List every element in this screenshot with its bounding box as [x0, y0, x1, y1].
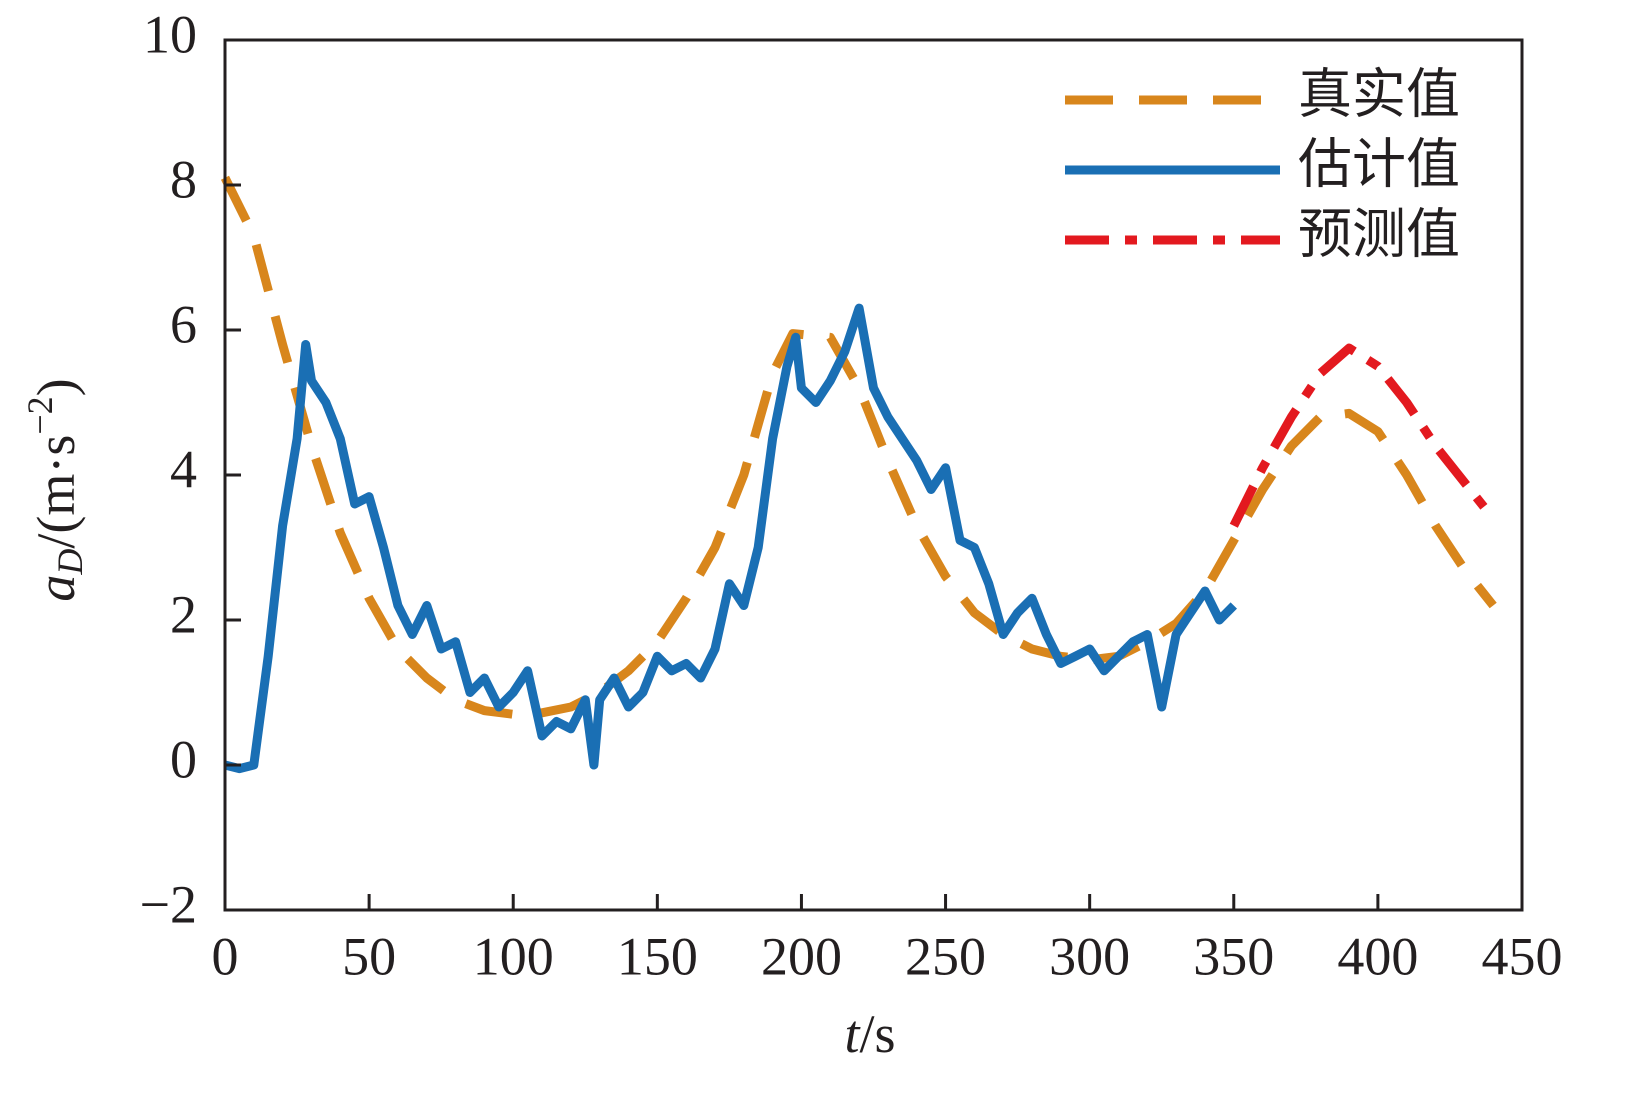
y-tick-label: 10	[143, 4, 197, 64]
x-tick-label: 0	[212, 926, 239, 986]
series-line	[220, 175, 1497, 719]
y-tick-label: 6	[170, 294, 197, 354]
y-tick-label: 2	[170, 584, 197, 644]
legend-label: 真实值	[1298, 64, 1460, 124]
x-tick-label: 450	[1482, 926, 1563, 986]
y-label-unit: /(m·s	[26, 435, 86, 549]
y-tick-label: 8	[170, 149, 197, 209]
y-axis-label: aD/(m·s−2)	[20, 378, 90, 601]
x-tick-label: 50	[342, 926, 396, 986]
x-label-symbol: t	[844, 1004, 861, 1064]
y-label-symbol: a	[26, 575, 86, 602]
x-tick-label: 350	[1193, 926, 1274, 986]
series-line	[223, 303, 1237, 774]
x-tick-label: 250	[905, 926, 986, 986]
y-tick-label: 4	[170, 439, 197, 499]
y-tick-label: 0	[170, 729, 197, 789]
series-line	[1229, 343, 1497, 528]
x-tick-label: 150	[617, 926, 698, 986]
x-label-unit: /s	[859, 1004, 895, 1064]
x-tick-label: 200	[761, 926, 842, 986]
y-label-close: )	[26, 378, 86, 396]
x-tick-label: 100	[473, 926, 554, 986]
legend-label: 估计值	[1298, 134, 1460, 194]
y-label-power: −2	[20, 396, 60, 434]
y-label-subscript: D	[50, 549, 90, 576]
x-tick-label: 300	[1049, 926, 1130, 986]
y-tick-label: −2	[140, 874, 197, 934]
x-tick-label: 400	[1337, 926, 1418, 986]
x-axis-label: t/s	[844, 1004, 895, 1064]
legend-label: 预测值	[1298, 204, 1460, 264]
